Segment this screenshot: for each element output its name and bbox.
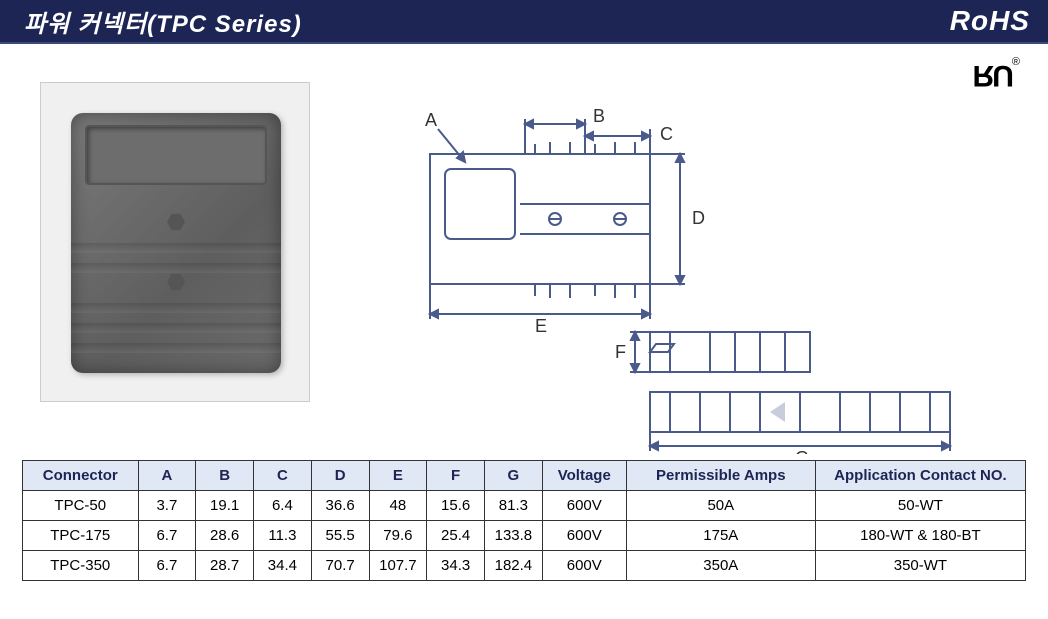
table-cell: 55.5 [311,521,369,551]
ridge [71,323,281,333]
table-cell: 600V [542,491,626,521]
content-area: A B C D E F G MATED PAIR [0,44,1048,444]
dim-label-d: D [692,208,705,228]
table-cell: 350-WT [815,551,1025,581]
dim-label-f: F [615,342,626,362]
table-cell: 6.4 [254,491,312,521]
table-cell: 28.7 [196,551,254,581]
table-row: TPC-3506.728.734.470.7107.734.3182.4600V… [23,551,1026,581]
dim-label-g: G [795,448,809,454]
table-cell: 3.7 [138,491,196,521]
table-cell: 600V [542,551,626,581]
table-cell: 6.7 [138,521,196,551]
table-cell: 133.8 [485,521,543,551]
col-header: C [254,461,312,491]
col-header: Connector [23,461,139,491]
col-header: D [311,461,369,491]
rohs-badge: RoHS [950,5,1030,37]
table-cell: 70.7 [311,551,369,581]
table-cell: 50A [626,491,815,521]
table-cell: TPC-350 [23,551,139,581]
table-cell: 28.6 [196,521,254,551]
spec-table-head: ConnectorABCDEFGVoltagePermissible AmpsA… [23,461,1026,491]
hex-bolt-icon [167,273,185,291]
table-cell: 79.6 [369,521,427,551]
col-header: Voltage [542,461,626,491]
col-header: A [138,461,196,491]
dim-label-b: B [593,106,605,126]
ridge [71,263,281,273]
table-cell: 48 [369,491,427,521]
spec-table: ConnectorABCDEFGVoltagePermissible AmpsA… [22,460,1026,581]
col-header: G [485,461,543,491]
table-cell: TPC-50 [23,491,139,521]
connector-top-plate [85,125,267,185]
hex-bolt-icon [167,213,185,231]
table-cell: 350A [626,551,815,581]
table-cell: 19.1 [196,491,254,521]
table-cell: 36.6 [311,491,369,521]
product-photo [40,82,310,402]
table-cell: 15.6 [427,491,485,521]
col-header: Application Contact NO. [815,461,1025,491]
dim-label-c: C [660,124,673,144]
table-cell: 182.4 [485,551,543,581]
page-title: 파워 커넥터(TPC Series) [24,4,302,39]
col-header: Permissible Amps [626,461,815,491]
dim-label-a: A [425,110,437,130]
table-cell: TPC-175 [23,521,139,551]
ridge [71,343,281,353]
table-cell: 175A [626,521,815,551]
col-header: E [369,461,427,491]
table-row: TPC-1756.728.611.355.579.625.4133.8600V1… [23,521,1026,551]
table-cell: 50-WT [815,491,1025,521]
ridge [71,303,281,313]
dimension-diagram: A B C D E F G MATED PAIR [370,74,960,454]
table-cell: 180-WT & 180-BT [815,521,1025,551]
table-cell: 34.3 [427,551,485,581]
table-cell: 600V [542,521,626,551]
ridge [71,243,281,253]
table-cell: 81.3 [485,491,543,521]
col-header: B [196,461,254,491]
dim-label-e: E [535,316,547,336]
table-header-row: ConnectorABCDEFGVoltagePermissible AmpsA… [23,461,1026,491]
col-header: F [427,461,485,491]
table-cell: 34.4 [254,551,312,581]
header-bar: 파워 커넥터(TPC Series) RoHS [0,0,1048,44]
table-cell: 6.7 [138,551,196,581]
table-cell: 25.4 [427,521,485,551]
table-cell: 11.3 [254,521,312,551]
spec-table-body: TPC-503.719.16.436.64815.681.3600V50A50-… [23,491,1026,581]
connector-body [71,113,281,373]
table-cell: 107.7 [369,551,427,581]
table-row: TPC-503.719.16.436.64815.681.3600V50A50-… [23,491,1026,521]
